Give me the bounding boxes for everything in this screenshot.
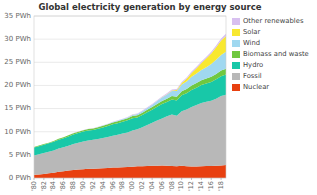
y-tick-label: 20 PWh (4, 81, 31, 89)
grid-line (34, 39, 226, 40)
x-tick (112, 178, 113, 180)
x-tick-label: '00 (128, 181, 136, 191)
x-tick-label: '90 (79, 181, 87, 191)
x-tick (122, 178, 123, 180)
x-tick (162, 178, 163, 180)
y-grid (34, 16, 226, 178)
x-tick (211, 178, 212, 180)
legend-swatch (232, 62, 240, 69)
x-tick-label: '02 (138, 181, 146, 191)
x-tick (93, 178, 94, 180)
x-tick (102, 178, 103, 180)
x-tick-label: '18 (217, 181, 225, 191)
y-tick-label: 25 PWh (4, 58, 31, 66)
y-tick-label: 30 PWh (4, 35, 31, 43)
x-tick-label: '94 (99, 181, 107, 191)
x-tick-label: '14 (197, 181, 205, 191)
x-tick-label: '82 (40, 181, 48, 191)
legend-label: Nuclear (243, 83, 269, 91)
x-tick (73, 178, 74, 180)
legend-swatch (232, 40, 240, 47)
x-tick-label: '80 (30, 181, 38, 191)
x-tick-label: '16 (207, 181, 215, 191)
y-tick-label: 10 PWh (4, 128, 31, 136)
y-tick-label: 35 PWh (4, 12, 31, 20)
legend-label: Other renewables (243, 17, 304, 25)
x-tick-label: '92 (89, 181, 97, 191)
area (34, 34, 226, 147)
legend-swatch (232, 73, 240, 80)
legend-label: Wind (243, 39, 260, 47)
x-tick (181, 178, 182, 180)
x-tick (221, 178, 222, 180)
x-tick-label: '84 (49, 181, 57, 191)
x-tick (132, 178, 133, 180)
y-tick-label: 0 PWh (9, 174, 31, 182)
plot-frame (34, 16, 226, 178)
y-tick-label: 15 PWh (4, 104, 31, 112)
x-tick (53, 178, 54, 180)
legend-label: Biomass and waste (243, 50, 309, 58)
title: Global electricity generation by energy … (39, 2, 262, 12)
x-tick-label: '98 (118, 181, 126, 191)
x-tick-label: '04 (148, 181, 156, 191)
x-tick-label: '96 (109, 181, 117, 191)
areas (34, 34, 226, 178)
x-tick (171, 178, 172, 180)
legend: Other renewables Solar Wind Biomass and was… (232, 17, 309, 91)
x-tick-label: '12 (187, 181, 195, 191)
x-tick-label: '08 (168, 181, 176, 191)
area (34, 52, 226, 147)
x-tick-label: '10 (177, 181, 185, 191)
x-tick-label: '88 (69, 181, 77, 191)
legend-swatch (232, 51, 240, 58)
x-tick (63, 178, 64, 180)
area (34, 36, 226, 147)
y-tick-label: 5 PWh (9, 151, 31, 159)
x-tick (43, 178, 44, 180)
legend-swatch (232, 18, 240, 25)
x-tick (34, 178, 35, 180)
x-tick (201, 178, 202, 180)
chart: Global electricity generation by energy … (0, 0, 317, 195)
legend-swatch (232, 84, 240, 91)
x-tick-label: '86 (59, 181, 67, 191)
grid-line (34, 62, 226, 63)
x-tick (83, 178, 84, 180)
legend-swatch (232, 29, 240, 36)
x-tick-label: '06 (158, 181, 166, 191)
legend-label: Hydro (243, 61, 263, 69)
legend-label: Fossil (243, 72, 262, 80)
x-tick (152, 178, 153, 180)
x-tick (142, 178, 143, 180)
x-tick (191, 178, 192, 180)
legend-label: Solar (243, 28, 261, 36)
area (34, 95, 226, 175)
